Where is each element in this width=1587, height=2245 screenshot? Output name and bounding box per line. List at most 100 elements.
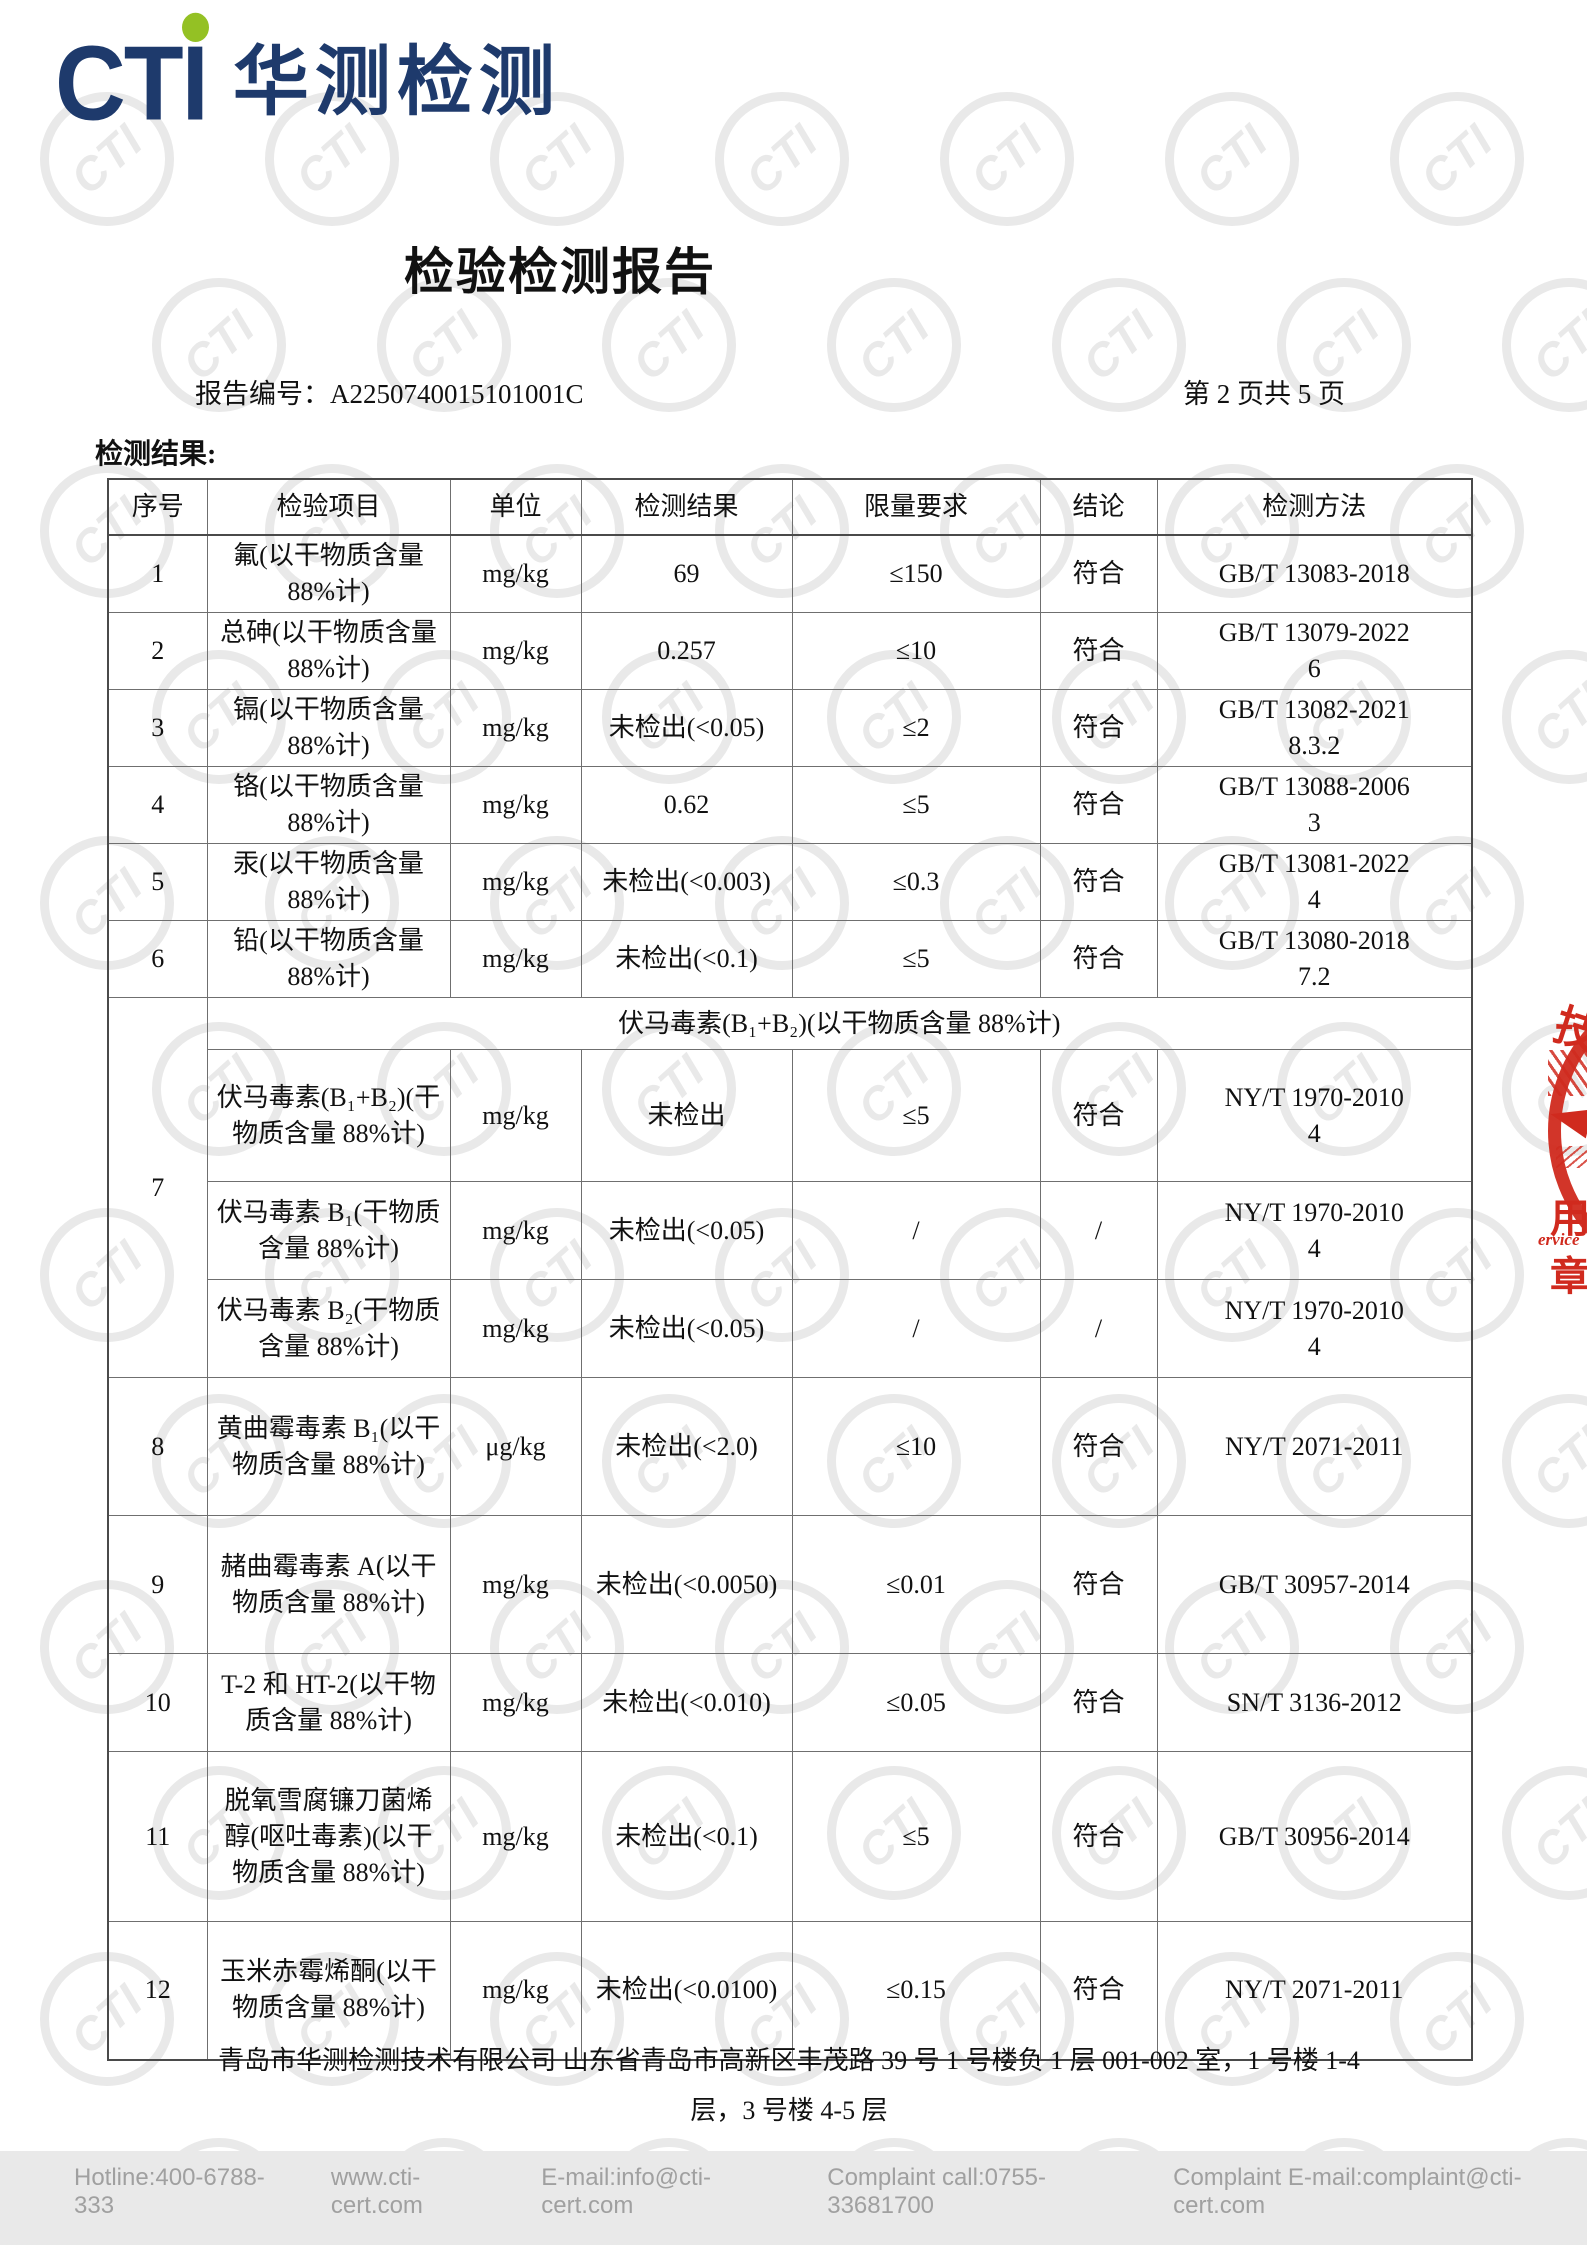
results-table-wrap: 序号 检验项目 单位 检测结果 限量要求 结论 检测方法 1 氟(以干物质含量 …: [107, 478, 1473, 2061]
cell-limit: ≤5: [791, 766, 1041, 844]
cell-conclusion: 符合: [1039, 1653, 1158, 1752]
cell-unit: mg/kg: [449, 1049, 582, 1182]
email-text: E-mail:info@cti-cert.com: [541, 2164, 712, 2219]
cell-result: 未检出(<0.003): [580, 843, 793, 921]
cell-item: 脱氧雪腐镰刀菌烯醇(呕吐毒素)(以干物质含量 88%计): [206, 1751, 451, 1922]
cell-no: 1: [107, 534, 208, 613]
table-row: 4 铬(以干物质含量 88%计) mg/kg 0.62 ≤5 符合 GB/T 1…: [107, 766, 1473, 844]
cell-method: GB/T 13083-2018: [1156, 534, 1473, 613]
col-header-no: 序号: [107, 478, 208, 536]
cell-no: 8: [107, 1377, 208, 1516]
table-row: 2 总砷(以干物质含量 88%计) mg/kg 0.257 ≤10 符合 GB/…: [107, 612, 1473, 690]
cell-unit: mg/kg: [449, 1279, 582, 1378]
cell-limit: ≤10: [791, 612, 1041, 690]
cell-limit: ≤2: [791, 689, 1041, 767]
cell-conclusion: /: [1039, 1279, 1158, 1378]
table-header-row: 序号 检验项目 单位 检测结果 限量要求 结论 检测方法: [107, 478, 1473, 536]
cell-unit: mg/kg: [449, 1751, 582, 1922]
cell-method: GB/T 13082-2021 8.3.2: [1156, 689, 1473, 767]
page-title: 检验检测报告: [404, 244, 716, 300]
cell-method: GB/T 13080-2018 7.2: [1156, 920, 1473, 998]
cell-conclusion: 符合: [1039, 766, 1158, 844]
cell-item: 总砷(以干物质含量 88%计): [206, 612, 451, 690]
cell-item: 伏马毒素(B₁+B₂)(干物质含量 88%计): [206, 1049, 451, 1182]
col-header-method: 检测方法: [1156, 478, 1473, 536]
footer-address-line1: 青岛市华测检测技术有限公司 山东省青岛市高新区丰茂路 39 号 1 号楼负 1 …: [218, 2046, 1360, 2075]
table-row: 3 镉(以干物质含量 88%计) mg/kg 未检出(<0.05) ≤2 符合 …: [107, 689, 1473, 767]
hotline-text: Hotline:400-6788-333: [74, 2164, 265, 2219]
table-row: 6 铅(以干物质含量 88%计) mg/kg 未检出(<0.1) ≤5 符合 G…: [107, 920, 1473, 998]
cell-no: 9: [107, 1515, 208, 1654]
cell-item: 伏马毒素 B₁(干物质含量 88%计): [206, 1181, 451, 1280]
table-row: 8 黄曲霉毒素 B₁(以干物质含量 88%计) μg/kg 未检出(<2.0) …: [107, 1377, 1473, 1516]
cell-limit: ≤5: [791, 1751, 1041, 1922]
cell-no: 6: [107, 920, 208, 998]
table-row: 9 赭曲霉毒素 A(以干物质含量 88%计) mg/kg 未检出(<0.0050…: [107, 1515, 1473, 1654]
table-subrow: 伏马毒素(B₁+B₂)(干物质含量 88%计) mg/kg 未检出 ≤5 符合 …: [108, 1049, 1473, 1182]
complaint-email-text: Complaint E-mail:complaint@cti-cert.com: [1173, 2164, 1522, 2219]
page-indicator: 第 2 页共 5 页: [1183, 379, 1345, 409]
cell-no: 12: [107, 1921, 208, 2060]
cell-method: SN/T 3136-2012: [1156, 1653, 1473, 1752]
table-row: 1 氟(以干物质含量 88%计) mg/kg 69 ≤150 符合 GB/T 1…: [107, 534, 1473, 613]
complaint-call-text: Complaint call:0755-33681700: [827, 2164, 1047, 2219]
cell-item: 汞(以干物质含量 88%计): [206, 843, 451, 921]
cell-method: NY/T 1970-2010 4: [1156, 1181, 1473, 1280]
red-stamp-scribble: [1556, 1146, 1587, 1168]
cell-limit: ≤5: [791, 1049, 1041, 1182]
cell-result: 69: [580, 534, 793, 613]
cell-unit: mg/kg: [449, 1181, 582, 1280]
cell-conclusion: 符合: [1039, 1377, 1158, 1516]
cell-method: NY/T 1970-2010 4: [1156, 1279, 1473, 1378]
cell-no: 2: [107, 612, 208, 690]
cell-item: 赭曲霉毒素 A(以干物质含量 88%计): [206, 1515, 451, 1654]
cell-limit: ≤10: [791, 1377, 1041, 1516]
cell-no: 5: [107, 843, 208, 921]
cell-conclusion: 符合: [1039, 1515, 1158, 1654]
cell-method: GB/T 13088-2006 3: [1156, 766, 1473, 844]
cell-no: 3: [107, 689, 208, 767]
group-title-cell: 伏马毒素(B₁+B₂)(以干物质含量 88%计): [206, 997, 1473, 1050]
cell-no: 11: [107, 1751, 208, 1922]
table-subrow: 伏马毒素 B₁(干物质含量 88%计) mg/kg 未检出(<0.05) / /…: [108, 1181, 1473, 1280]
cti-logo: CTI 华测检测: [55, 12, 561, 136]
meta-row: 报告编号：A2250740015101001C 第 2 页共 5 页: [195, 372, 1345, 411]
cell-limit: ≤0.05: [791, 1653, 1041, 1752]
cell-unit: μg/kg: [449, 1377, 582, 1516]
cell-item: 伏马毒素 B₂(干物质含量 88%计): [206, 1279, 451, 1378]
cell-unit: mg/kg: [449, 920, 582, 998]
cell-method: GB/T 13081-2022 4: [1156, 843, 1473, 921]
col-header-conclusion: 结论: [1039, 478, 1158, 536]
cell-no-group: 7: [107, 997, 208, 1378]
cell-item: 黄曲霉毒素 B₁(以干物质含量 88%计): [206, 1377, 451, 1516]
cell-conclusion: 符合: [1039, 689, 1158, 767]
col-header-result: 检测结果: [580, 478, 793, 536]
cell-result: 0.62: [580, 766, 793, 844]
cell-unit: mg/kg: [449, 1653, 582, 1752]
table-subrow: 伏马毒素 B₂(干物质含量 88%计) mg/kg 未检出(<0.05) / /…: [108, 1279, 1473, 1378]
cell-conclusion: 符合: [1039, 1751, 1158, 1922]
cell-limit: ≤0.3: [791, 843, 1041, 921]
table-row: 12 玉米赤霉烯酮(以干物质含量 88%计) mg/kg 未检出(<0.0100…: [107, 1921, 1473, 2060]
cell-method: NY/T 2071-2011: [1156, 1921, 1473, 2060]
cell-unit: mg/kg: [449, 1515, 582, 1654]
col-header-unit: 单位: [449, 478, 582, 536]
cell-no: 10: [107, 1653, 208, 1752]
cell-limit: ≤150: [791, 534, 1041, 613]
cell-limit: ≤0.15: [791, 1921, 1041, 2060]
cell-unit: mg/kg: [449, 843, 582, 921]
cell-conclusion: 符合: [1039, 1049, 1158, 1182]
cell-no: 4: [107, 766, 208, 844]
cell-result: 未检出(<0.1): [580, 920, 793, 998]
cell-unit: mg/kg: [449, 1921, 582, 2060]
cell-unit: mg/kg: [449, 534, 582, 613]
logo-cti-letters: CTI: [55, 23, 209, 143]
cell-method: GB/T 13079-2022 6: [1156, 612, 1473, 690]
cell-result: 未检出(<0.05): [580, 1181, 793, 1280]
red-stamp-char-bottom: 用章: [1550, 1196, 1587, 1299]
cell-item: 铅(以干物质含量 88%计): [206, 920, 451, 998]
footer-address-line2: 层，3 号楼 4-5 层: [690, 2096, 888, 2125]
cell-limit: /: [791, 1181, 1041, 1280]
